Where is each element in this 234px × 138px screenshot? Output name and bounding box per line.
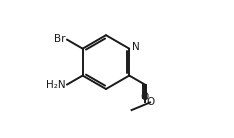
Text: H₂N: H₂N xyxy=(46,79,66,90)
Text: Br: Br xyxy=(54,34,66,44)
Text: N: N xyxy=(132,42,140,52)
Text: O: O xyxy=(146,97,155,108)
Text: O: O xyxy=(141,92,149,102)
